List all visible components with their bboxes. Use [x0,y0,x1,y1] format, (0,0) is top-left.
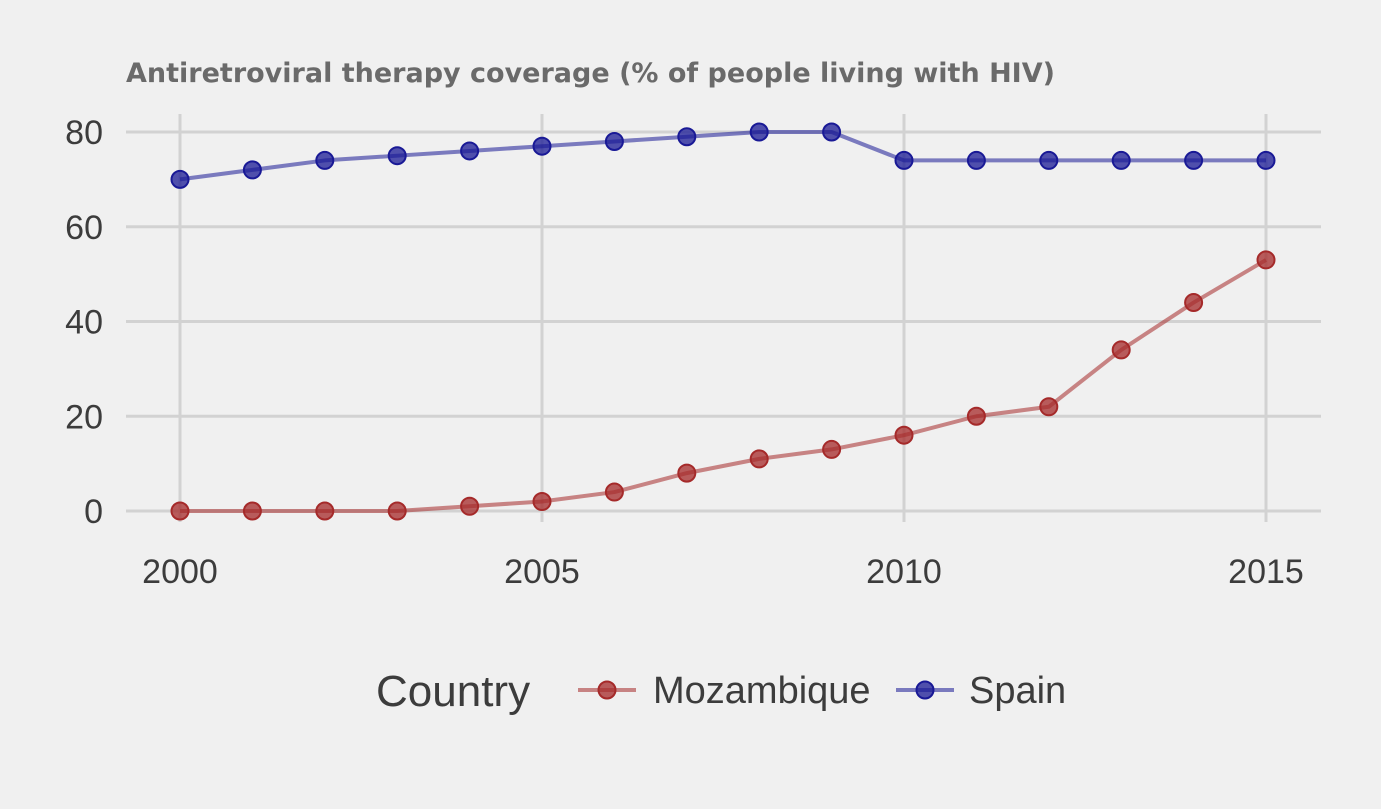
data-point-mozambique [242,501,262,521]
data-point-mozambique [822,439,842,459]
x-tick-label: 2010 [866,553,942,591]
y-tick-label: 0 [84,493,103,531]
data-point-mozambique [749,449,769,469]
data-point-mozambique [677,463,697,483]
data-point-mozambique [532,492,552,512]
series-spain [170,122,1276,189]
data-point-spain [532,136,552,156]
series-line-mozambique [180,258,1268,513]
data-point-spain [315,150,335,170]
data-point-spain [242,160,262,180]
data-point-mozambique [387,501,407,521]
data-point-mozambique [1111,340,1131,360]
grid-layer [126,114,1321,522]
data-point-spain [1111,150,1131,170]
legend-title: Country [376,667,530,716]
data-point-spain [749,122,769,142]
data-point-mozambique [170,501,190,521]
x-tick-label: 2000 [142,553,218,591]
y-tick-label: 80 [65,114,103,152]
legend-key-point [915,680,935,700]
data-point-spain [604,131,624,151]
y-tick-label: 20 [65,398,103,436]
y-tick-label: 60 [65,209,103,247]
series-mozambique [170,250,1276,521]
data-point-mozambique [1039,397,1059,417]
series-line-spain [179,130,1266,182]
data-point-spain [1256,150,1276,170]
data-point-spain [387,146,407,166]
chart-title: Antiretroviral therapy coverage (% of pe… [126,58,1055,89]
data-point-mozambique [894,425,914,445]
data-point-mozambique [315,501,335,521]
legend-key-spain [896,680,954,700]
y-tick-label: 40 [65,304,103,342]
data-point-mozambique [1184,293,1204,313]
data-point-spain [1184,150,1204,170]
x-tick-label: 2005 [504,553,580,591]
data-point-mozambique [460,496,480,516]
legend-label-mozambique: Mozambique [653,670,871,712]
data-point-spain [894,150,914,170]
axis-labels: 0 20 40 60 80 2000 2005 2010 2015 [65,114,1304,591]
data-point-spain [460,141,480,161]
data-point-spain [677,127,697,147]
data-point-spain [170,169,190,189]
legend-label-spain: Spain [969,670,1066,712]
legend-key-mozambique [578,680,636,700]
data-point-spain [822,122,842,142]
data-point-mozambique [1256,250,1276,270]
data-point-spain [966,150,986,170]
legend-key-point [597,680,617,700]
legend: Country Mozambique Spain [376,667,1066,716]
data-point-spain [1039,150,1059,170]
x-tick-label: 2015 [1228,553,1304,591]
data-point-mozambique [604,482,624,502]
series-layer [170,122,1276,521]
data-point-mozambique [966,406,986,426]
